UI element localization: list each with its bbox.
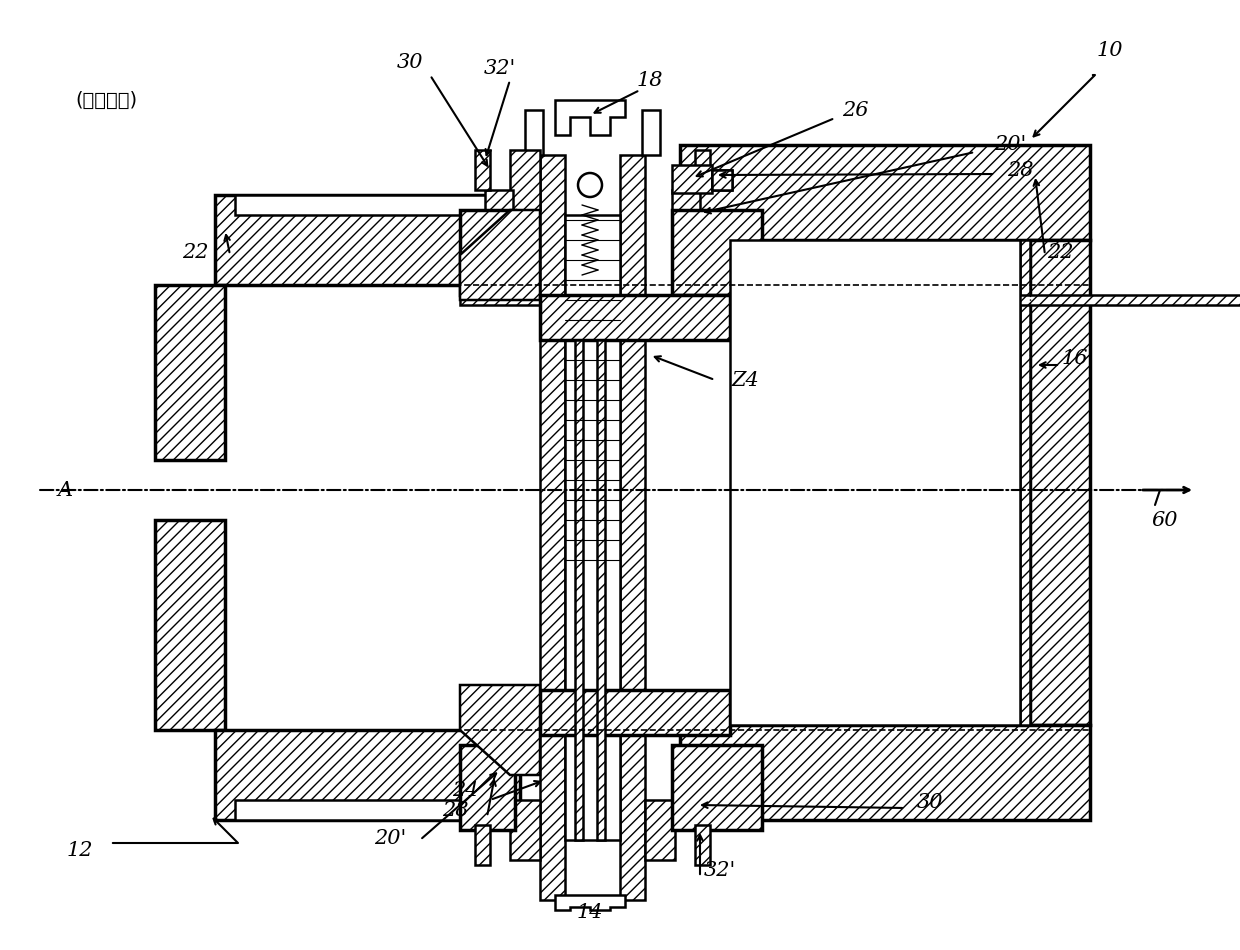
Bar [485,190,513,235]
Bar [575,340,583,840]
Text: 12: 12 [67,841,93,860]
Bar [155,285,224,460]
Bar [672,745,763,830]
Bar [155,520,224,730]
Text: 28: 28 [441,801,469,820]
Bar [460,210,515,295]
Bar [215,195,520,285]
Bar [642,110,660,155]
Bar [672,190,701,235]
Text: 20': 20' [994,136,1027,155]
Bar [475,150,490,190]
Bar [672,765,701,810]
Bar [539,155,565,900]
Text: Z4: Z4 [732,370,759,389]
Bar [460,295,1240,305]
Bar [680,725,1090,820]
Bar [539,690,730,735]
Bar [510,800,539,860]
Text: 30: 30 [916,792,944,811]
Bar [1030,240,1090,725]
Text: 60: 60 [1152,510,1178,529]
Bar [510,150,539,210]
Bar [672,165,712,193]
Polygon shape [556,895,625,910]
Circle shape [578,173,601,197]
Bar [645,800,675,860]
Text: 18: 18 [637,70,663,89]
Bar [730,240,1021,725]
Bar [565,215,620,840]
Text: 10: 10 [1096,41,1123,60]
Text: 32': 32' [704,861,737,880]
Bar [694,825,711,865]
Bar [485,765,513,810]
Polygon shape [460,685,539,775]
Text: 24: 24 [451,781,479,800]
Text: 26: 26 [842,101,868,120]
Text: 22: 22 [1047,242,1074,261]
Bar [596,340,605,840]
Text: 30: 30 [397,52,423,71]
Polygon shape [556,100,625,135]
Bar [620,155,645,900]
Text: A: A [57,481,73,500]
Bar [694,150,711,190]
Bar [672,210,763,295]
Bar [712,170,732,190]
Bar [215,730,520,820]
Bar [539,295,730,340]
Text: 22: 22 [182,242,208,261]
Text: 16: 16 [1061,349,1089,368]
Bar [525,110,543,155]
Bar [1021,240,1030,725]
Text: (现有技术): (现有技术) [74,90,138,109]
Text: 32': 32' [484,59,516,78]
Bar [236,195,490,215]
Text: 28: 28 [1007,161,1033,180]
Bar [236,800,490,820]
Bar [680,145,1090,240]
Text: 14: 14 [577,902,603,922]
Polygon shape [460,210,539,300]
Text: 20': 20' [374,828,407,847]
Bar [712,170,732,190]
Bar [460,745,515,830]
Bar [475,825,490,865]
